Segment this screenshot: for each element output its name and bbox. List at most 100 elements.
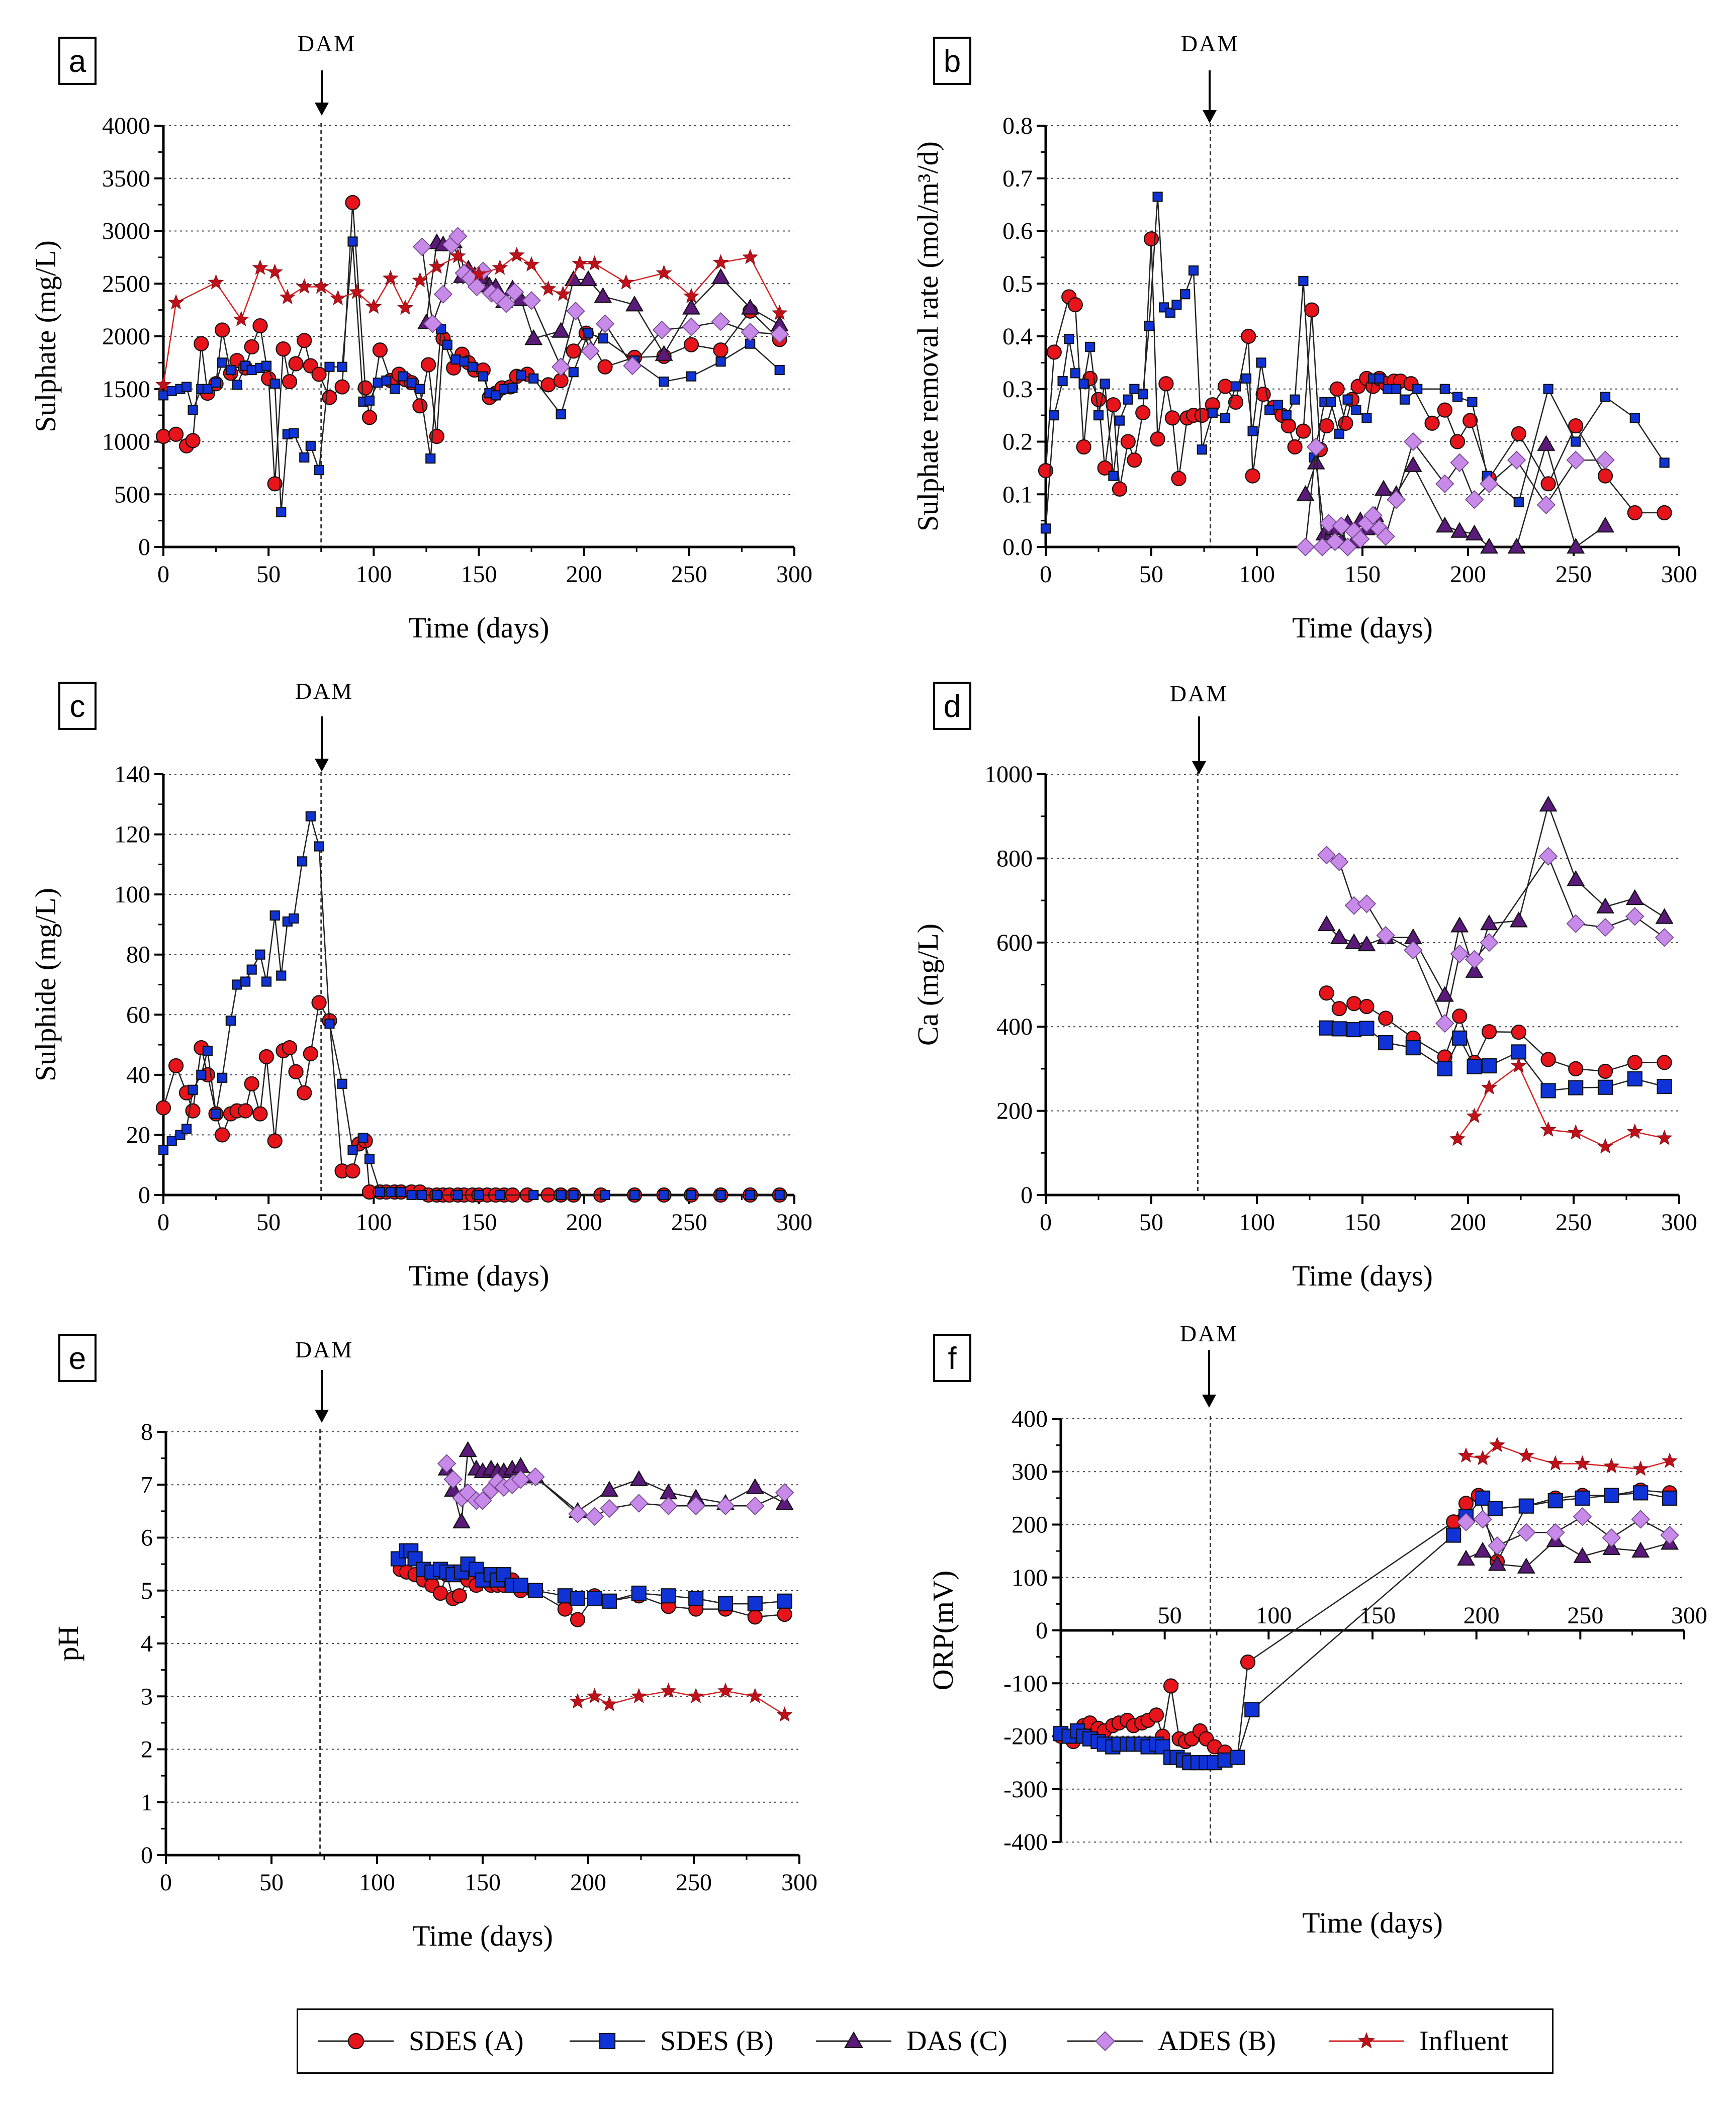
data-point: [570, 1591, 586, 1606]
data-point: [473, 1491, 492, 1510]
data-point: [1329, 381, 1345, 397]
data-point: [1547, 1455, 1564, 1471]
data-point: [166, 386, 177, 397]
data-point: [659, 376, 669, 387]
data-point: [334, 379, 350, 395]
data-point: [1631, 1541, 1650, 1558]
data-point: [1357, 935, 1376, 952]
x-axis-label: Time (days): [409, 1259, 550, 1292]
y-tick-label: -400: [1003, 1829, 1048, 1856]
data-point: [337, 361, 347, 372]
data-point: [1129, 384, 1140, 394]
y-tick-label: 3000: [102, 218, 150, 245]
data-point: [1281, 418, 1297, 434]
data-point: [1539, 795, 1558, 812]
data-point: [429, 428, 444, 444]
dam-label: DAM: [1180, 1321, 1238, 1346]
dam-label: DAM: [1170, 681, 1228, 706]
legend-marker: [599, 2033, 616, 2050]
data-point: [1357, 894, 1377, 913]
y-tick-label: 1000: [984, 761, 1033, 788]
data-point: [1338, 415, 1353, 431]
data-point: [415, 384, 425, 394]
x-tick-label: 0: [1040, 561, 1052, 588]
data-point: [1507, 537, 1526, 554]
data-point: [181, 1124, 192, 1134]
data-point: [1346, 1022, 1362, 1038]
data-point: [715, 356, 726, 367]
data-point: [507, 383, 518, 393]
panel-c: c DAM 0 20 40 60 80 100 120 140 0 50 100 150 200 250 300…: [29, 678, 812, 1292]
x-tick-label: 100: [359, 1869, 395, 1896]
data-point: [1247, 426, 1258, 436]
y-tick-label: -100: [1003, 1670, 1048, 1697]
data-point: [492, 259, 508, 275]
data-point: [276, 970, 287, 981]
series-sdes-a: [155, 995, 787, 1203]
data-point: [1351, 529, 1370, 548]
x-tick-label: 100: [355, 561, 392, 588]
y-tick-label: 200: [996, 1098, 1033, 1125]
y-tick-label: 2500: [102, 270, 150, 297]
x-axis-label: Time (days): [1292, 611, 1433, 644]
data-point: [1435, 986, 1454, 1002]
data-point: [297, 1085, 312, 1101]
series-line: [1326, 802, 1665, 997]
series-das-c: [1457, 1531, 1679, 1574]
y-tick-label: 6: [141, 1525, 153, 1551]
data-point: [1603, 1457, 1620, 1474]
data-point: [526, 1467, 545, 1487]
data-point: [1481, 1079, 1497, 1095]
legend-marker: [1095, 2031, 1115, 2051]
series-ades-b: [1296, 432, 1615, 557]
dam-arrow-head: [1192, 761, 1206, 774]
data-point: [600, 1499, 619, 1518]
x-tick-label: 200: [566, 1209, 602, 1236]
data-point: [1064, 334, 1074, 344]
y-axis-label: pH: [52, 1626, 84, 1662]
data-point: [211, 378, 221, 388]
series-line: [1045, 197, 1665, 529]
data-point: [1659, 457, 1670, 468]
data-point: [450, 354, 461, 365]
data-point: [497, 294, 516, 313]
data-point: [1657, 505, 1672, 521]
data-point: [1481, 1058, 1497, 1074]
y-tick-label: 0.0: [1002, 534, 1033, 561]
data-point: [631, 1585, 647, 1601]
data-point: [1480, 914, 1498, 931]
x-tick-label: 200: [566, 561, 602, 588]
data-point: [661, 1588, 676, 1604]
panel-label-text: e: [69, 1341, 86, 1376]
legend-item: ADES (B): [1067, 2026, 1276, 2057]
data-point: [1573, 1547, 1592, 1563]
legend-label: SDES (B): [660, 2026, 774, 2057]
panel-d: d DAM 0 200 400 600 800 1000 0 50 100 150 200 250 300 T…: [911, 681, 1697, 1292]
data-point: [597, 359, 613, 375]
data-point: [1465, 962, 1484, 978]
data-point: [282, 374, 298, 390]
data-point: [1465, 950, 1484, 969]
data-point: [390, 384, 400, 394]
data-point: [305, 440, 316, 451]
data-point: [1330, 928, 1348, 944]
series-influent: [155, 246, 788, 392]
data-point: [1158, 376, 1174, 392]
x-tick-label: 200: [1450, 561, 1486, 588]
data-point: [1449, 1130, 1466, 1146]
data-point: [188, 405, 198, 415]
data-point: [289, 913, 299, 924]
data-point: [1480, 933, 1499, 952]
legend-marker: [1357, 2032, 1376, 2049]
data-point: [467, 361, 478, 372]
x-tick-label: 150: [1359, 1602, 1396, 1629]
data-point: [1540, 1052, 1556, 1067]
data-point: [1287, 439, 1303, 455]
data-point: [1629, 413, 1640, 423]
data-point: [432, 1585, 448, 1601]
data-point: [1240, 1655, 1256, 1670]
data-point: [1330, 852, 1349, 871]
data-point: [1331, 1001, 1347, 1017]
data-point: [1220, 413, 1231, 423]
y-tick-label: 100: [1012, 1565, 1048, 1591]
